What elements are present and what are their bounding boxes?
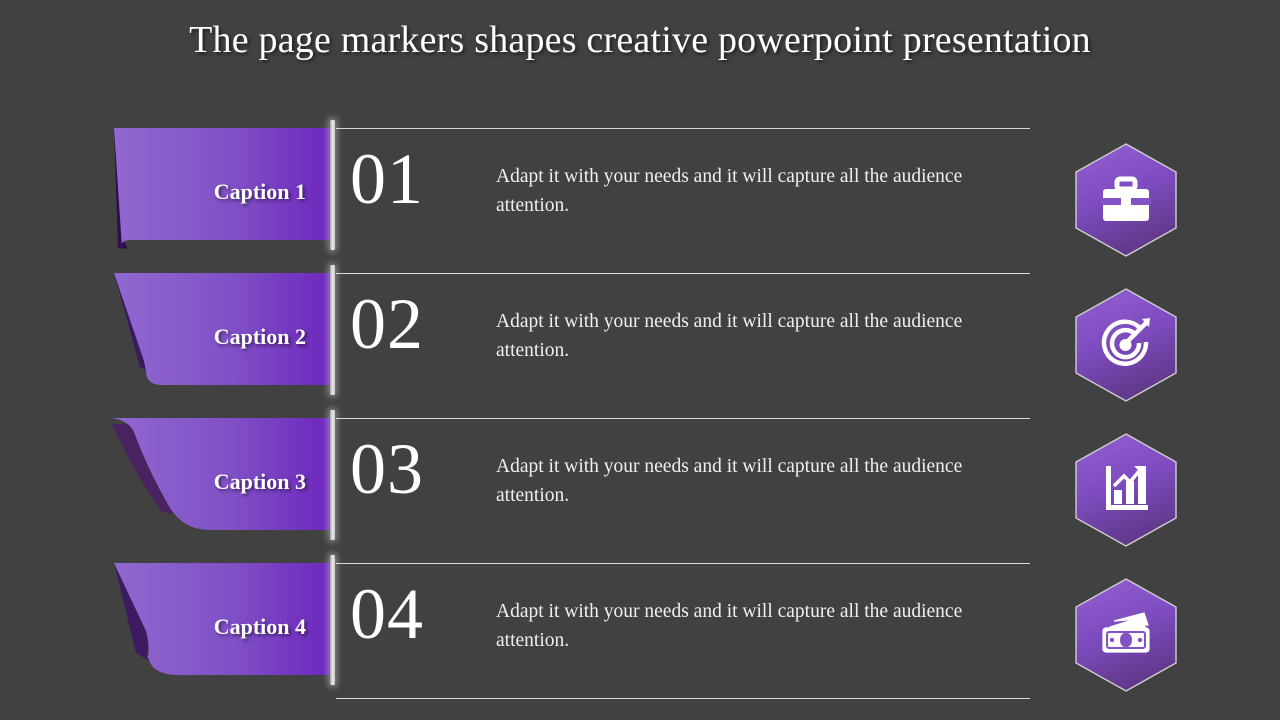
bar-chart-growth-icon[interactable] xyxy=(1072,432,1180,548)
briefcase-icon[interactable] xyxy=(1072,142,1180,258)
banner-shape-3 xyxy=(112,418,330,530)
caption-banner-1[interactable] xyxy=(100,122,340,262)
row-accent-bar xyxy=(330,555,335,685)
row-accent-bar xyxy=(330,410,335,540)
row-description-4: Adapt it with your needs and it will cap… xyxy=(496,601,963,651)
content-row: Caption 1 01 Adapt it with your needs an… xyxy=(0,120,1280,265)
caption-banner-3[interactable] xyxy=(100,412,340,552)
banner-shape-2 xyxy=(114,273,330,385)
row-accent-bar xyxy=(330,120,335,250)
row-divider-top xyxy=(336,273,1030,274)
row-divider-bottom xyxy=(336,698,1030,699)
row-divider-top xyxy=(336,418,1030,419)
content-row: Caption 4 04 Adapt it with your needs an… xyxy=(0,555,1280,700)
row-number-3: 03 xyxy=(350,429,424,509)
content-row: Caption 3 03 Adapt it with your needs an… xyxy=(0,410,1280,555)
banner-fold-shadow-4 xyxy=(114,563,156,665)
money-cash-icon[interactable] xyxy=(1072,577,1180,693)
row-number-4: 04 xyxy=(350,574,424,654)
banner-fold-shadow-1 xyxy=(114,130,128,249)
row-accent-bar xyxy=(330,265,335,395)
content-row: Caption 2 02 Adapt it with your needs an… xyxy=(0,265,1280,410)
page-title: The page markers shapes creative powerpo… xyxy=(189,19,1091,61)
banner-shape-1 xyxy=(114,128,330,248)
caption-banner-4[interactable] xyxy=(100,557,340,697)
banner-shape-4 xyxy=(114,563,330,675)
row-divider-top xyxy=(336,563,1030,564)
row-description-3: Adapt it with your needs and it will cap… xyxy=(496,456,963,506)
target-icon[interactable] xyxy=(1072,287,1180,403)
row-number-2: 02 xyxy=(350,284,424,364)
caption-banner-2[interactable] xyxy=(100,267,340,407)
row-description-2: Adapt it with your needs and it will cap… xyxy=(496,311,963,361)
row-divider-top xyxy=(336,128,1030,129)
row-description-1: Adapt it with your needs and it will cap… xyxy=(496,166,963,216)
row-number-1: 01 xyxy=(350,139,424,219)
